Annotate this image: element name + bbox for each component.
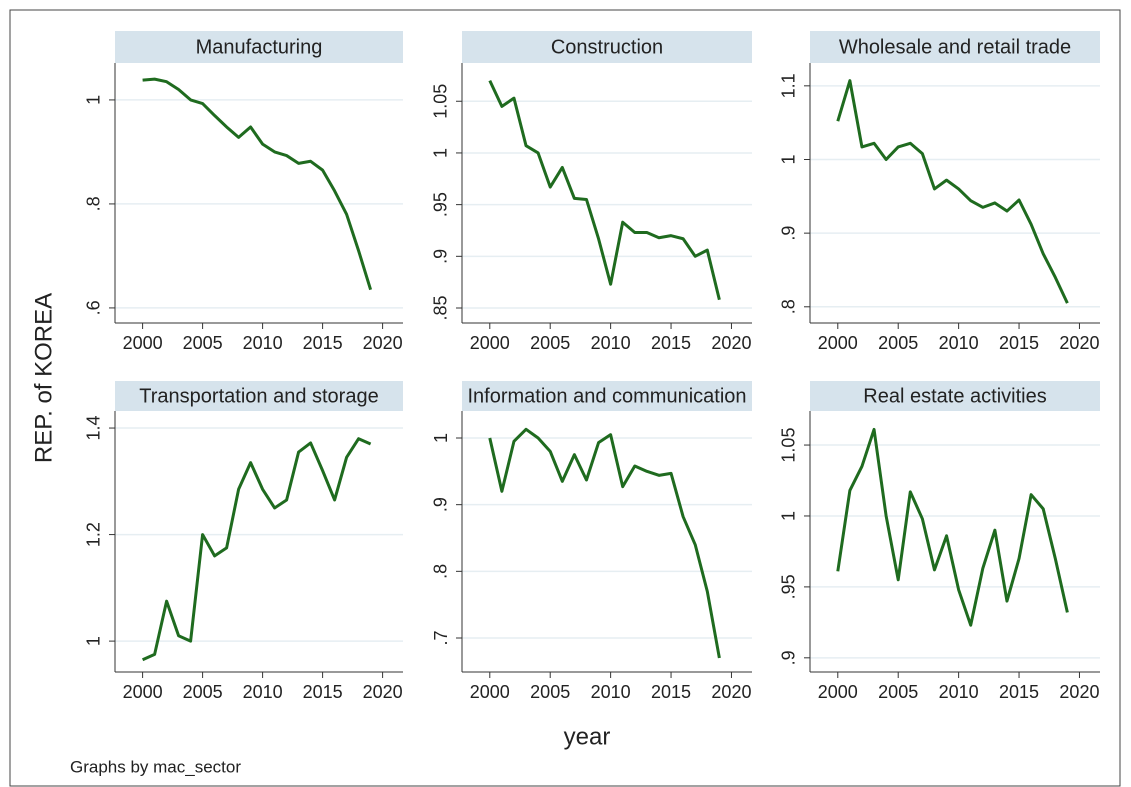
y-tick-label: .7 <box>431 630 451 645</box>
y-tick-label: 1 <box>84 95 104 105</box>
y-tick-label: .6 <box>84 300 104 315</box>
y-tick-label: .95 <box>431 192 451 217</box>
y-tick-label: .9 <box>779 650 799 665</box>
series-line <box>142 77 373 291</box>
x-tick-label: 2020 <box>711 682 751 702</box>
x-tick-label: 2000 <box>470 682 510 702</box>
title-strip <box>810 31 1100 63</box>
x-tick-label: 2015 <box>651 333 691 353</box>
plot-area <box>810 63 1100 323</box>
y-tick-label: .95 <box>779 574 799 599</box>
y-tick-label: 1.1 <box>779 73 799 98</box>
y-tick-label: 1.05 <box>431 84 451 119</box>
title-strip <box>115 31 403 63</box>
x-tick-label: 2020 <box>711 333 751 353</box>
x-tick-label: 2005 <box>183 682 223 702</box>
x-tick-label: 2015 <box>303 682 343 702</box>
x-tick-label: 2020 <box>363 682 403 702</box>
title-strip <box>462 381 752 411</box>
plot-area <box>462 63 752 323</box>
x-tick-label: 2015 <box>651 682 691 702</box>
plot-area <box>115 411 403 672</box>
plot-area <box>462 411 752 672</box>
x-tick-label: 2005 <box>878 682 918 702</box>
x-tick-label: 2020 <box>1059 682 1099 702</box>
y-tick-label: 1 <box>779 511 799 521</box>
x-axis-label: year <box>564 723 611 750</box>
x-tick-label: 2010 <box>243 333 283 353</box>
x-tick-label: 2000 <box>470 333 510 353</box>
panel-title: Construction <box>551 36 663 58</box>
title-strip <box>810 381 1100 411</box>
x-tick-label: 2000 <box>123 333 163 353</box>
y-tick-label: .9 <box>431 497 451 512</box>
x-tick-label: 2000 <box>818 682 858 702</box>
panel-title: Manufacturing <box>196 36 323 58</box>
plot-area <box>810 411 1100 672</box>
x-tick-label: 2015 <box>999 333 1039 353</box>
x-tick-label: 2015 <box>999 682 1039 702</box>
y-tick-label: .8 <box>779 299 799 314</box>
y-tick-label: 1 <box>431 148 451 158</box>
panel-title: Real estate activities <box>863 385 1046 407</box>
y-tick-label: 1 <box>779 154 799 164</box>
y-tick-label: 1 <box>431 433 451 443</box>
x-tick-label: 2010 <box>591 333 631 353</box>
title-strip <box>462 31 752 63</box>
x-tick-label: 2005 <box>530 682 570 702</box>
x-tick-label: 2000 <box>123 682 163 702</box>
y-tick-label: .8 <box>84 196 104 211</box>
x-tick-label: 2005 <box>530 333 570 353</box>
x-tick-label: 2010 <box>591 682 631 702</box>
x-tick-label: 2010 <box>939 682 979 702</box>
x-tick-label: 2005 <box>183 333 223 353</box>
x-tick-label: 2020 <box>1059 333 1099 353</box>
panel-title: Wholesale and retail trade <box>839 36 1071 58</box>
y-tick-label: .8 <box>431 564 451 579</box>
series-line <box>141 437 372 662</box>
x-tick-label: 2005 <box>878 333 918 353</box>
x-tick-label: 2010 <box>243 682 283 702</box>
y-tick-label: 1.2 <box>84 522 104 547</box>
series-line <box>488 427 721 659</box>
y-tick-label: .85 <box>431 295 451 320</box>
x-tick-label: 2000 <box>818 333 858 353</box>
plot-area <box>115 63 403 323</box>
y-axis-label: REP. of KOREA <box>30 293 57 463</box>
y-tick-label: .9 <box>431 249 451 264</box>
series-line <box>488 79 721 301</box>
note: Graphs by mac_sector <box>70 757 241 776</box>
y-tick-label: 1.05 <box>779 428 799 463</box>
panel-title: Information and communication <box>467 385 746 407</box>
series-line <box>836 427 1069 627</box>
y-tick-label: 1 <box>84 636 104 646</box>
y-tick-label: .9 <box>779 226 799 241</box>
x-tick-label: 2020 <box>363 333 403 353</box>
x-tick-label: 2015 <box>303 333 343 353</box>
title-strip <box>115 381 403 411</box>
x-tick-label: 2010 <box>939 333 979 353</box>
y-tick-label: 1.4 <box>84 416 104 441</box>
panel-title: Transportation and storage <box>139 385 378 407</box>
series-line <box>836 79 1069 304</box>
